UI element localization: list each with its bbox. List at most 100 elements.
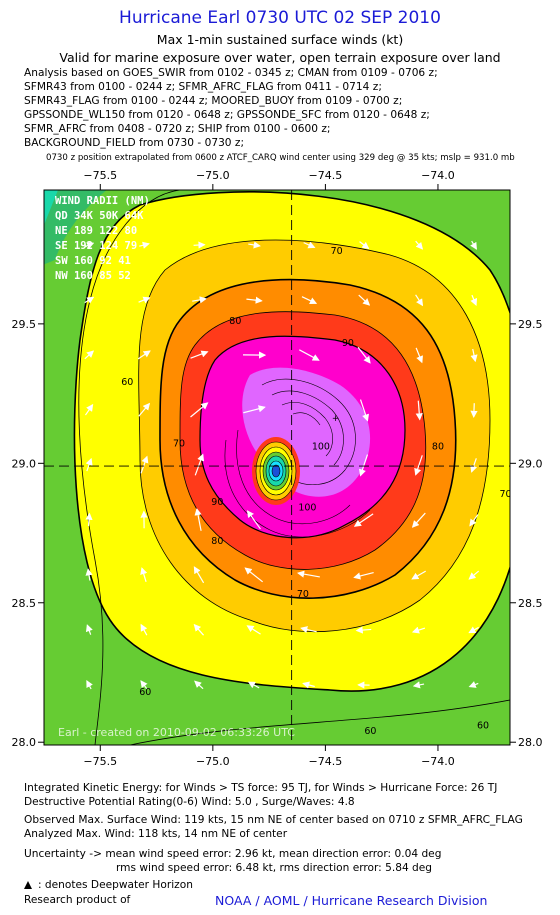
contour-label: 90 <box>342 338 354 349</box>
x-tick-label-top: −75.0 <box>196 169 230 182</box>
contour-label: 80 <box>211 536 223 547</box>
uncertainty-line-1: Uncertainty -> mean wind speed error: 2.… <box>24 848 442 860</box>
wind-vector <box>359 399 370 422</box>
wind-vector <box>353 513 374 527</box>
eye <box>252 437 300 505</box>
wind-vector <box>414 455 423 476</box>
wind-vector <box>84 350 95 360</box>
wind-radii-table: WIND RADII (NM) QD 34K 50K 64K NE 189 12… <box>55 195 150 282</box>
wind-vector <box>359 454 369 477</box>
y-tick-label-right: 28.5 <box>518 597 543 610</box>
source-line-6: BACKGROUND_FIELD from 0730 - 0730 z; <box>24 137 245 149</box>
wind-vector <box>84 403 94 416</box>
wind-vector <box>190 402 209 418</box>
wind-vector <box>244 567 263 583</box>
wind-vector <box>140 623 148 636</box>
contour-label: 100 <box>298 503 316 514</box>
center-crosshair <box>44 190 510 745</box>
wind-vector <box>194 453 205 476</box>
wind-vector <box>301 296 318 305</box>
contour-label: 60 <box>121 377 133 388</box>
contour-label: 80 <box>229 316 241 327</box>
wind-vector <box>247 681 260 689</box>
contour-label: 70 <box>331 246 343 257</box>
wind-field: 60 60 60 60 70 70 70 70 80 80 80 90 90 100 100 + WIND … <box>44 190 511 745</box>
source-line-3: SFMR43_FLAG from 0100 - 0244 z; MOORED_B… <box>24 95 403 107</box>
contour-label: 70 <box>173 439 185 450</box>
analyzed-max-text: Analyzed Max. Wind: 118 kts, 14 nm NE of… <box>24 828 288 840</box>
wind-field-chart: 60 60 60 60 70 70 70 70 80 80 80 90 90 100 100 + WIND … <box>12 169 543 768</box>
wind-vector <box>137 350 151 360</box>
wind-vector <box>138 402 151 417</box>
wind-vector <box>296 570 320 578</box>
wind-vector <box>246 296 263 304</box>
wind-vector <box>415 294 424 307</box>
wind-vector <box>192 296 207 304</box>
x-tick-label-top: −74.5 <box>309 169 343 182</box>
x-tick-label-bottom: −75.0 <box>196 755 230 768</box>
wind-vector <box>470 240 477 250</box>
legend-line: : denotes Deepwater Horizon <box>24 879 193 891</box>
max-wind-marker: + <box>332 414 340 424</box>
wind-radii-row: NW 160 85 52 <box>55 270 131 282</box>
y-tick-label-left: 28.0 <box>12 736 37 749</box>
y-tick-label-right: 29.5 <box>518 318 543 331</box>
wind-vector <box>246 510 261 530</box>
x-tick-label-top: −74.0 <box>421 169 455 182</box>
contour-label: 70 <box>297 589 309 600</box>
wind-vector <box>140 567 148 582</box>
wind-radii-title: WIND RADII (NM) <box>55 195 150 207</box>
wind-vector <box>415 400 423 421</box>
chart-title: Hurricane Earl 0730 UTC 02 SEP 2010 <box>119 8 441 28</box>
band-teal <box>44 190 107 265</box>
major-contours <box>73 190 510 745</box>
wind-vector <box>302 681 315 689</box>
wind-vector <box>415 240 424 250</box>
wind-vector <box>86 679 93 690</box>
wind-vector <box>190 350 209 359</box>
contour-label: 60 <box>139 687 151 698</box>
y-tick-label-left: 29.5 <box>12 318 37 331</box>
source-line-5: SFMR_AFRC from 0408 - 0720 z; SHIP from … <box>24 123 331 135</box>
wind-vector <box>300 626 317 634</box>
wind-vector <box>355 626 372 634</box>
wind-radii-row: SE 192 124 79 <box>55 240 137 252</box>
contour-labels: 60 60 60 60 70 70 70 70 80 80 80 90 90 100 100 <box>121 246 511 737</box>
source-line-4: GPSSONDE_WL150 from 0120 - 0648 z; GPSSO… <box>24 109 430 121</box>
wind-vector <box>470 348 478 363</box>
wind-vector <box>140 455 149 474</box>
wind-vector <box>194 680 204 690</box>
product-label: Research product of <box>24 894 131 906</box>
chart-subtitle: Max 1-min sustained surface winds (kt) <box>156 32 404 47</box>
ike-text: Integrated Kinetic Energy: for Winds > T… <box>24 782 498 794</box>
wind-vector <box>139 241 150 249</box>
wind-radii-row: NE 189 122 80 <box>55 225 137 237</box>
wind-vector <box>412 681 425 689</box>
dpr-text: Destructive Potential Rating(0-6) Wind: … <box>24 796 355 808</box>
wind-vector <box>468 626 479 634</box>
inner-contours <box>224 378 371 538</box>
contour-label: 70 <box>499 489 511 500</box>
source-line-1: Analysis based on GOES_SWIR from 0102 - … <box>24 67 438 79</box>
contour-label: 90 <box>211 497 223 508</box>
wind-vector <box>85 624 93 635</box>
wind-vector <box>84 296 95 304</box>
wind-vector <box>299 349 320 361</box>
axis-tick-labels: −75.5 −75.5 −75.0 −75.0 −74.5 −74.5 −74.0 −74.0… <box>12 169 543 768</box>
wind-vector <box>140 680 148 690</box>
wind-vector <box>411 626 426 634</box>
watermark: Earl - created on 2010-09-02 06:33:26 UT… <box>58 726 295 739</box>
plot-frame <box>43 189 511 746</box>
wind-vector <box>85 568 93 581</box>
wind-vector <box>243 405 266 414</box>
wind-vector <box>193 623 205 636</box>
wind-vector <box>85 457 93 472</box>
observed-max-text: Observed Max. Surface Wind: 119 kts, 15 … <box>24 814 523 826</box>
wind-vector <box>84 242 95 249</box>
contour-label: 60 <box>477 720 489 731</box>
credit-link[interactable]: NOAA / AOML / Hurricane Research Divisio… <box>215 893 488 908</box>
band-cyan <box>44 190 58 225</box>
wind-vector <box>353 571 374 580</box>
wind-vector <box>85 512 93 527</box>
wind-vector <box>359 241 370 250</box>
